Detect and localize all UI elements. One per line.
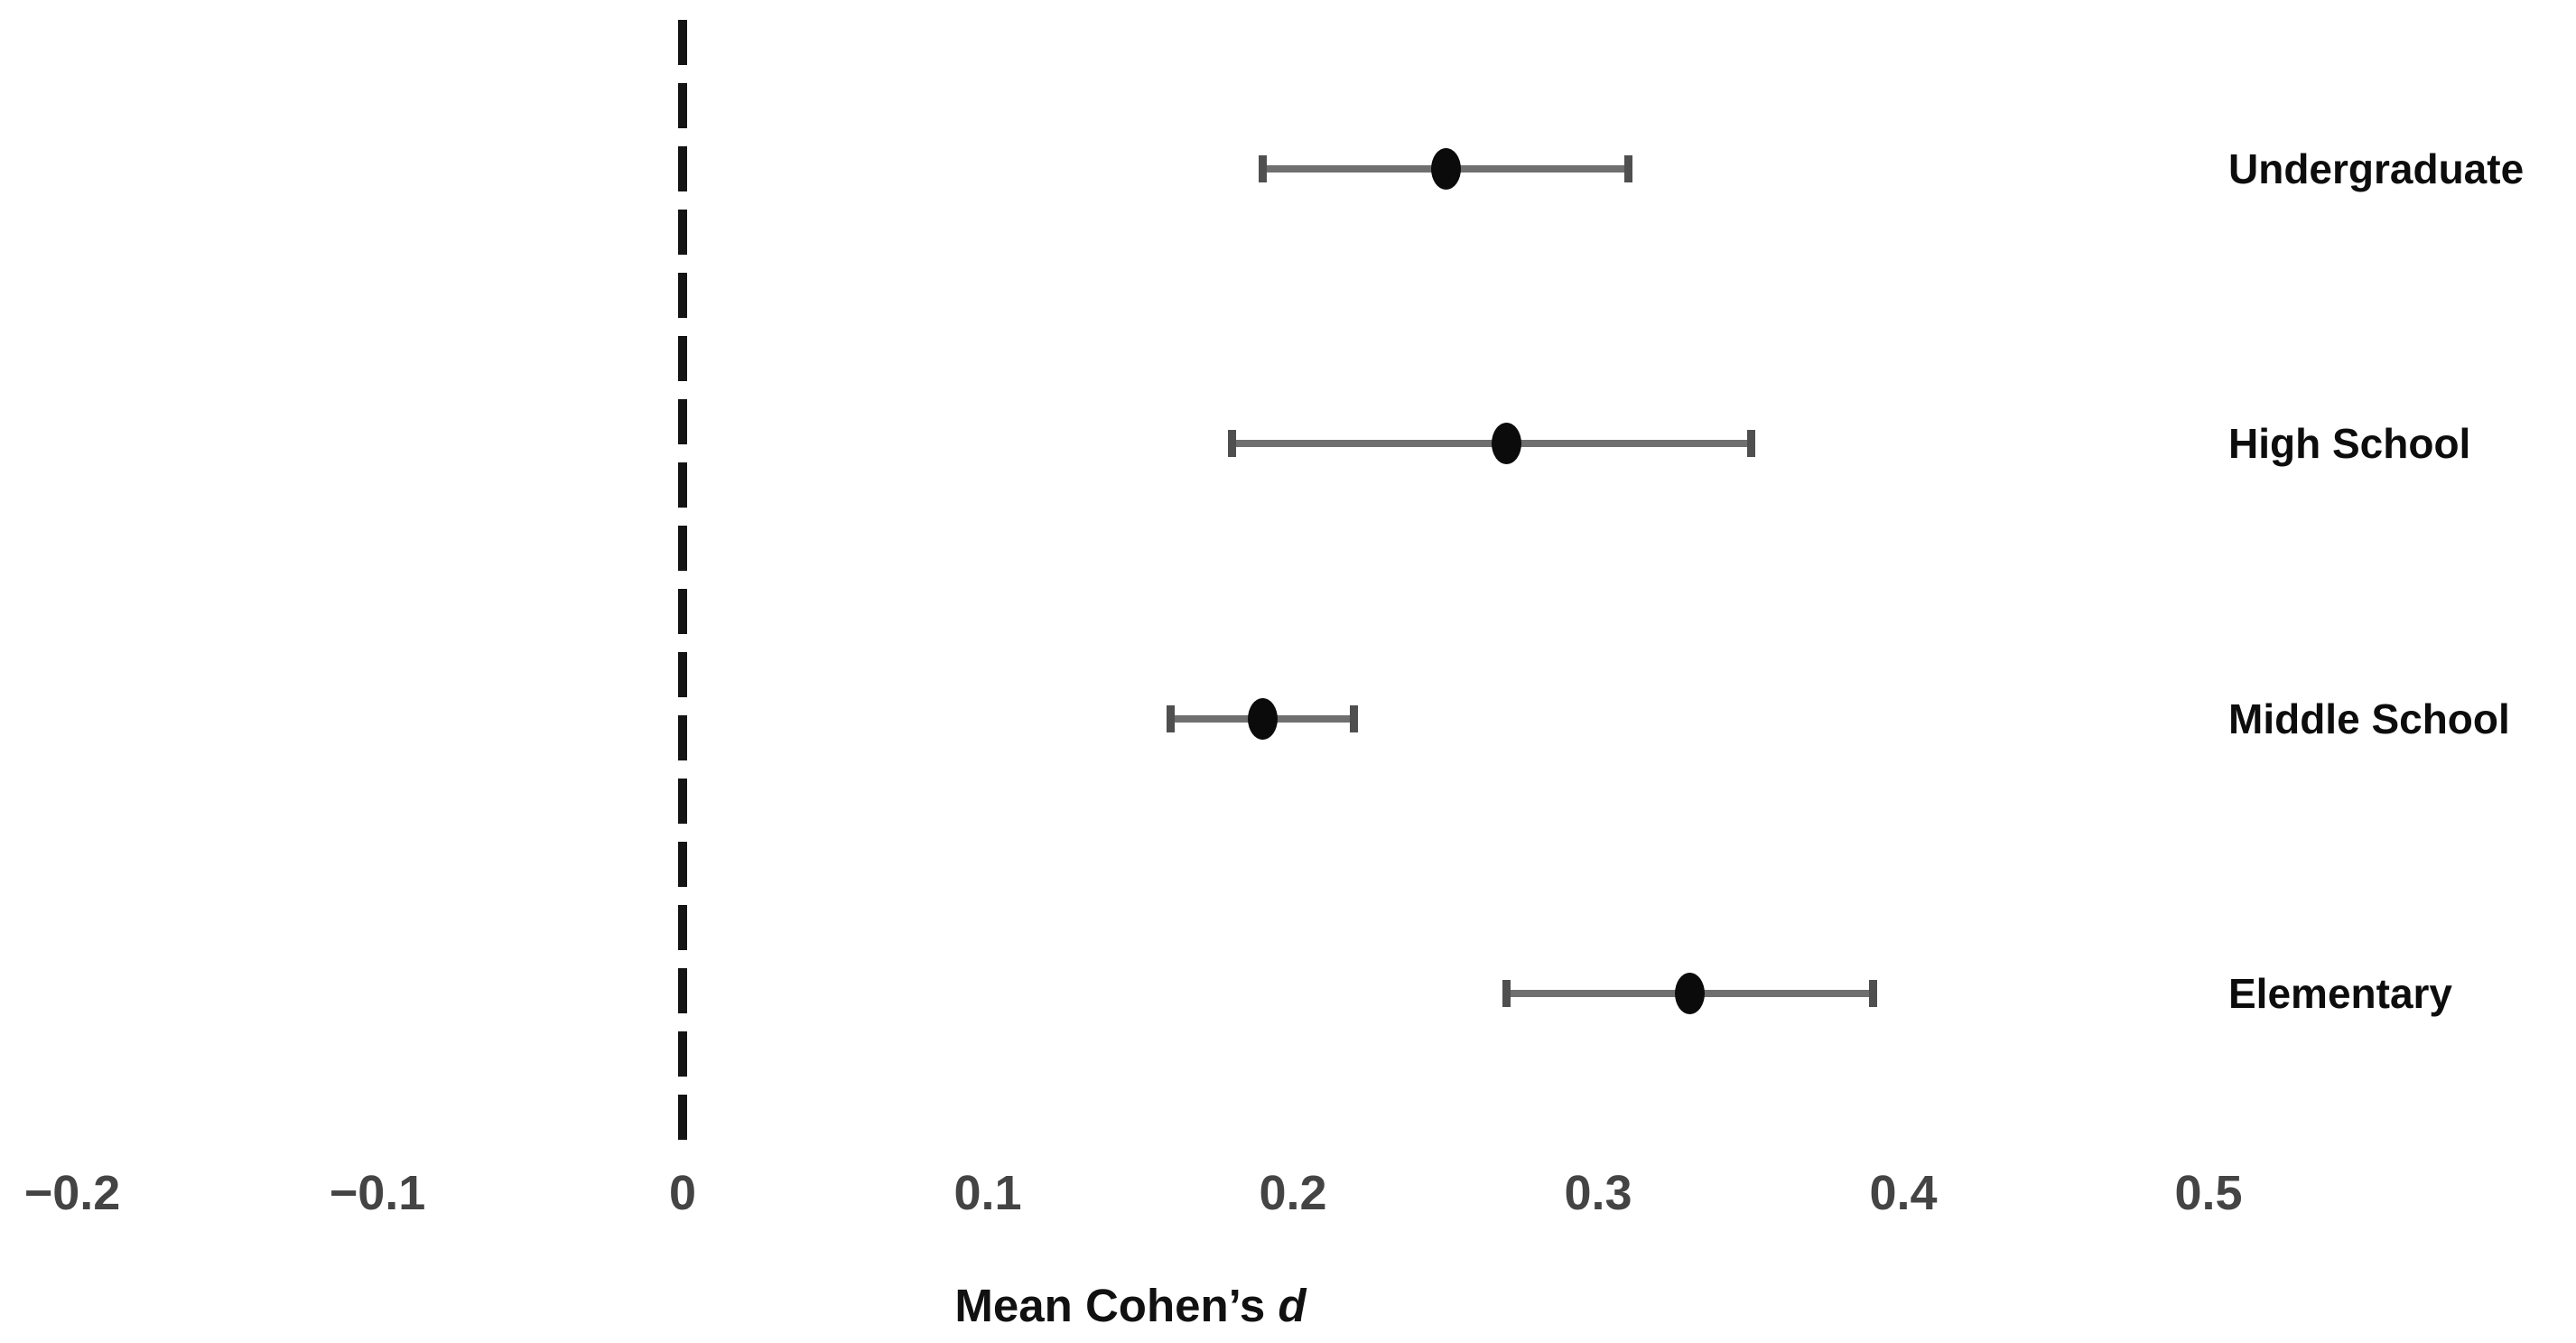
mean-point <box>1247 697 1278 740</box>
x-axis-tick-label: −0.1 <box>329 1166 426 1220</box>
category-label: Elementary <box>2228 969 2453 1017</box>
category-label: High School <box>2228 420 2471 468</box>
x-axis-tick-label: 0.5 <box>2174 1166 2243 1220</box>
cohens-d-symbol: d <box>1278 1280 1307 1331</box>
confidence-interval-whisker <box>1232 440 1751 448</box>
x-axis-tick-label: 0 <box>668 1166 697 1220</box>
ci-cap-left <box>1502 979 1511 1007</box>
x-axis-tick-label: 0.1 <box>953 1166 1022 1220</box>
x-axis-title: Mean Cohen’s d <box>954 1279 1306 1333</box>
mean-point <box>1430 148 1461 190</box>
ci-cap-left <box>1167 704 1176 732</box>
x-axis-tick-label: 0.4 <box>1869 1166 1938 1220</box>
ci-cap-right <box>1868 979 1877 1007</box>
mean-point <box>1492 423 1522 465</box>
ci-cap-right <box>1746 430 1755 458</box>
x-axis-tick-label: 0.2 <box>1259 1166 1327 1220</box>
ci-cap-left <box>1227 430 1236 458</box>
ci-cap-right <box>1350 704 1359 732</box>
x-axis-tick-label: −0.2 <box>23 1166 121 1220</box>
category-label: Undergraduate <box>2228 145 2525 192</box>
mean-point <box>1674 972 1705 1014</box>
x-axis-tick-label: 0.3 <box>1564 1166 1632 1220</box>
ci-cap-right <box>1624 155 1633 182</box>
category-label: Middle School <box>2228 695 2510 742</box>
ci-cap-left <box>1258 155 1267 182</box>
zero-reference-line <box>678 20 687 1145</box>
x-axis-title-text: Mean Cohen’s <box>954 1280 1266 1331</box>
